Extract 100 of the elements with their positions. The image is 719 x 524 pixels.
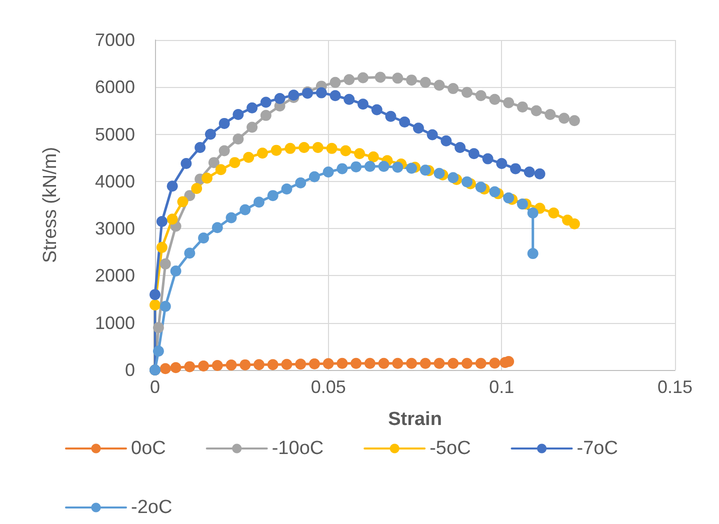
point xyxy=(170,266,182,276)
point xyxy=(281,183,292,194)
y-axis-title: Stress (kN/m) xyxy=(40,146,61,264)
point xyxy=(392,358,404,369)
point xyxy=(198,232,210,244)
point xyxy=(152,322,164,334)
y-tick-label: 5000 xyxy=(94,124,135,144)
point xyxy=(170,362,182,374)
point xyxy=(482,153,494,164)
point xyxy=(344,74,355,86)
point xyxy=(184,248,196,259)
point xyxy=(350,161,362,172)
legend-label: -10oC xyxy=(272,438,324,459)
point xyxy=(215,164,226,176)
point xyxy=(344,94,355,105)
point xyxy=(246,122,258,133)
point xyxy=(503,192,514,204)
point xyxy=(392,162,404,173)
point xyxy=(160,363,171,374)
point xyxy=(226,212,237,224)
point xyxy=(191,183,202,194)
point xyxy=(462,358,472,369)
point xyxy=(420,164,431,176)
point xyxy=(385,110,396,122)
point xyxy=(212,360,223,372)
y-tick-label: 6000 xyxy=(94,77,135,98)
point xyxy=(229,157,240,168)
point xyxy=(160,258,171,270)
point xyxy=(448,358,459,369)
point xyxy=(544,108,556,120)
point xyxy=(150,299,160,310)
point xyxy=(412,122,424,134)
point xyxy=(368,151,379,162)
point xyxy=(212,222,223,234)
point xyxy=(489,186,500,198)
point xyxy=(218,118,230,129)
point xyxy=(208,157,220,168)
point xyxy=(322,358,334,370)
point xyxy=(454,142,466,153)
point xyxy=(316,87,327,98)
point xyxy=(267,359,278,370)
point xyxy=(468,148,480,160)
point xyxy=(298,142,310,153)
point xyxy=(378,358,390,369)
point xyxy=(475,358,486,369)
point xyxy=(434,168,445,179)
y-tick-label: 1000 xyxy=(94,312,135,333)
point xyxy=(503,97,514,108)
point xyxy=(226,360,237,371)
point xyxy=(448,172,459,184)
point xyxy=(232,108,244,120)
x-axis-title: Strain xyxy=(388,409,442,430)
point xyxy=(340,145,352,156)
y-tick-label: 2000 xyxy=(94,266,135,286)
x-tick-label: 0.15 xyxy=(657,377,693,397)
point xyxy=(308,358,320,370)
legend-label: -7oC xyxy=(576,438,618,459)
point xyxy=(267,190,278,202)
point xyxy=(308,171,320,182)
point xyxy=(177,196,188,208)
x-tick-label: 0.1 xyxy=(489,377,514,397)
point xyxy=(378,160,390,172)
point xyxy=(510,163,522,174)
y-tick-label: 7000 xyxy=(94,30,135,50)
point xyxy=(152,346,164,357)
point xyxy=(166,214,178,225)
point xyxy=(489,94,500,105)
point xyxy=(527,248,538,260)
point xyxy=(568,115,580,126)
point xyxy=(160,300,171,312)
point xyxy=(284,142,296,154)
point xyxy=(150,289,160,300)
point xyxy=(448,83,459,94)
point xyxy=(475,90,486,102)
point xyxy=(256,148,268,159)
point xyxy=(240,204,251,216)
point xyxy=(534,168,546,180)
point xyxy=(254,359,264,370)
legend-label: 0oC xyxy=(131,438,166,459)
point xyxy=(274,92,286,104)
point xyxy=(336,358,348,369)
point xyxy=(232,134,244,144)
point xyxy=(489,358,500,369)
point xyxy=(358,98,368,110)
point xyxy=(524,166,535,178)
point xyxy=(440,135,452,146)
point xyxy=(548,208,560,219)
point xyxy=(426,129,438,140)
point xyxy=(406,162,418,174)
point xyxy=(166,180,178,192)
point xyxy=(530,105,542,116)
point xyxy=(406,74,418,86)
point xyxy=(462,86,472,98)
point xyxy=(516,101,528,112)
point xyxy=(406,358,418,369)
point xyxy=(254,196,264,208)
point xyxy=(462,176,472,188)
point xyxy=(288,90,300,101)
point xyxy=(322,166,334,178)
point xyxy=(204,128,216,140)
